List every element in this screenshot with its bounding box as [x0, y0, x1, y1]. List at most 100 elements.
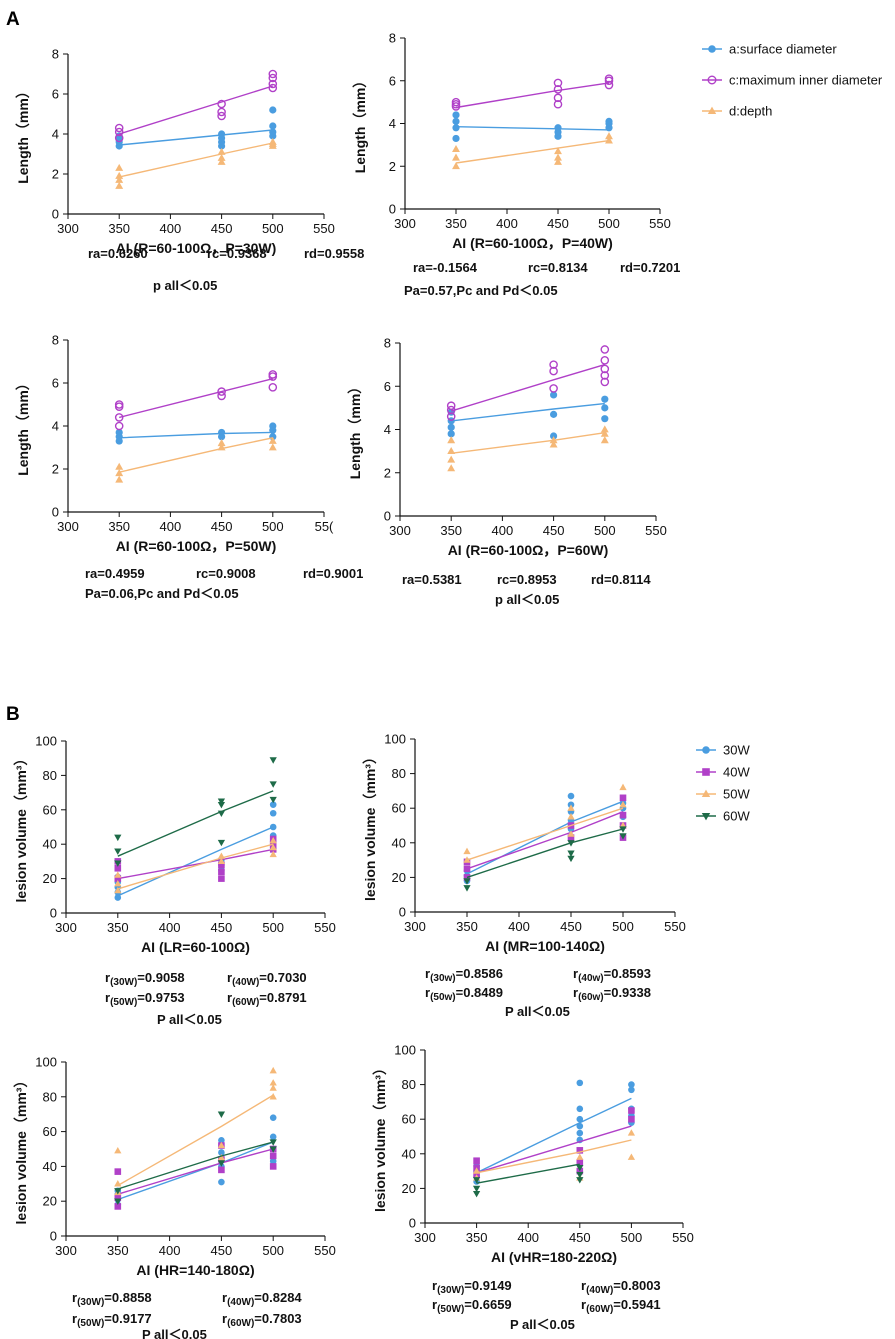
legend-label: d:depth: [729, 104, 772, 119]
y-tick-label: 60: [402, 1112, 416, 1127]
data-point: [269, 1079, 277, 1086]
data-point: [446, 401, 456, 411]
data-point: [268, 137, 277, 145]
y-tick-label: 60: [392, 801, 406, 816]
data-point: [549, 436, 558, 444]
fit-line: [466, 807, 624, 861]
data-point: [549, 384, 558, 393]
stat-annotation: p all＜0.05: [153, 278, 217, 293]
data-point: [600, 377, 610, 387]
data-point: [114, 127, 124, 137]
data-point: [549, 440, 558, 448]
x-tick-label: 450: [569, 1230, 591, 1245]
stat-subscript: (50W): [110, 997, 137, 1008]
stat-annotation: r(60W)=0.8791: [227, 990, 307, 1008]
data-point: [463, 878, 471, 885]
y-axis-title: lesion volume（mm³）: [362, 750, 378, 901]
stat-r: r: [105, 990, 110, 1005]
data-point: [600, 345, 610, 354]
data-point: [268, 443, 277, 451]
data-point: [269, 1146, 277, 1153]
stat-annotation: rc=0.9368: [207, 246, 267, 261]
data-point: [472, 1185, 481, 1193]
y-tick-label: 8: [52, 47, 59, 62]
x-tick-label: 350: [107, 920, 129, 935]
data-point: [269, 1114, 277, 1121]
chart-a2: 300 350 400 450 500 550 0 2 4 6 8 AI (R=60-100Ω，P=4…: [352, 31, 680, 299]
legend-b: 30W 40W 50W 60W: [696, 743, 750, 824]
y-axis-title: Length（mm）: [15, 84, 31, 184]
x-tick-label: 550: [664, 919, 686, 934]
y-tick-label: 4: [52, 127, 59, 142]
y-tick-label: 20: [402, 1181, 416, 1196]
legend-label: 40W: [723, 765, 750, 780]
panel-label-b: B: [6, 704, 20, 725]
stat-subscript: (30W): [77, 1297, 104, 1308]
x-tick-label: 350: [466, 1230, 488, 1245]
x-tick-label: 450: [547, 216, 569, 231]
data-point: [447, 446, 456, 455]
data-point: [447, 423, 455, 431]
data-point: [217, 857, 226, 865]
fit-line: [455, 139, 610, 164]
data-point: [553, 85, 563, 94]
stat-value: =0.8284: [254, 1290, 302, 1305]
data-point: [217, 153, 226, 161]
data-point: [268, 370, 278, 379]
stat-annotation: r(40w)=0.8593: [573, 966, 651, 984]
x-tick-label: 550: [645, 523, 667, 538]
data-point: [217, 1111, 226, 1118]
fit-line: [119, 431, 273, 439]
stat-annotation: ra=0.5381: [402, 572, 462, 587]
data-point: [217, 391, 226, 401]
y-tick-label: 20: [43, 871, 57, 886]
fit-line: [451, 432, 605, 454]
y-tick-label: 6: [384, 379, 391, 394]
stat-r: r: [432, 1297, 437, 1312]
data-point: [269, 1163, 277, 1170]
stat-annotation: r(50W)=0.9177: [72, 1311, 152, 1329]
panel-label-a: A: [6, 9, 20, 30]
x-tick-label: 450: [543, 523, 565, 538]
stat-value: =0.7803: [254, 1311, 301, 1326]
stat-annotation: Pa=0.06,Pc and Pd＜0.05: [85, 586, 239, 601]
data-point: [576, 1105, 584, 1113]
data-point: [601, 404, 609, 412]
data-point: [269, 1084, 277, 1091]
stat-subscript: (60W): [232, 997, 259, 1008]
p-annotation: P all＜0.05: [142, 1327, 207, 1339]
stat-r: r: [222, 1311, 227, 1326]
data-point: [115, 175, 124, 183]
fit-line: [119, 437, 273, 473]
data-point: [567, 840, 575, 847]
x-tick-label: 450: [211, 519, 233, 534]
x-tick-label: 400: [160, 221, 182, 236]
stat-value: =0.8593: [604, 966, 651, 981]
data-point: [447, 430, 455, 438]
data-point: [554, 157, 562, 165]
y-tick-label: 40: [43, 837, 57, 852]
data-point: [463, 856, 471, 863]
data-point: [472, 1167, 481, 1174]
data-point: [114, 864, 122, 872]
data-point: [269, 801, 277, 808]
data-point: [627, 1129, 636, 1136]
y-tick-label: 4: [389, 116, 396, 131]
legend-marker: [708, 45, 716, 53]
x-tick-label: 300: [389, 523, 411, 538]
data-point: [218, 1166, 225, 1174]
x-tick-label: 450: [211, 221, 233, 236]
data-point: [600, 436, 609, 444]
p-annotation: P all＜0.05: [510, 1317, 575, 1332]
x-axis-title: AI (R=60-100Ω，P=50W): [116, 538, 277, 554]
x-tick-label: 350: [108, 519, 130, 534]
stat-subscript: (60W): [586, 1304, 613, 1315]
y-tick-label: 8: [384, 336, 391, 351]
stat-r: r: [581, 1297, 586, 1312]
y-tick-label: 100: [394, 1043, 416, 1058]
stat-annotation: r(50W)=0.9753: [105, 990, 185, 1008]
legend-label: 30W: [723, 743, 750, 758]
data-point: [576, 1153, 584, 1160]
x-tick-label: 300: [414, 1230, 436, 1245]
data-point: [619, 794, 627, 802]
